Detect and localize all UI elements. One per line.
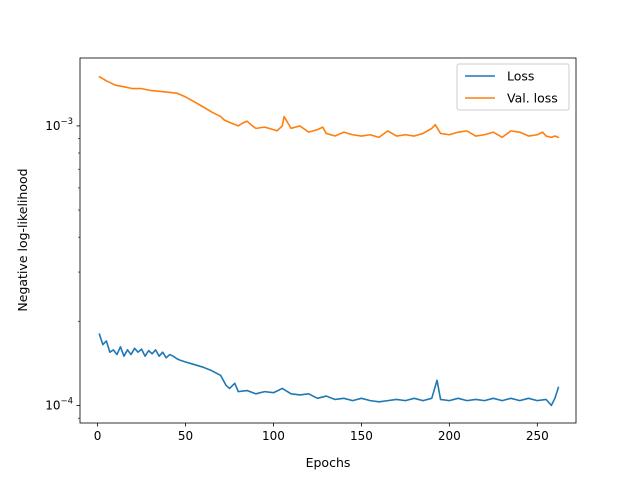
x-axis-label: Epochs (306, 455, 351, 470)
plot-frame (79, 57, 577, 424)
y-tick-label: 10−3 (45, 117, 73, 133)
legend-label-loss: Loss (507, 69, 534, 84)
series-line-loss (98, 333, 560, 407)
legend-label-val-loss: Val. loss (507, 91, 558, 106)
series-line-val-loss (98, 75, 560, 139)
x-tick-label: 200 (438, 429, 461, 443)
x-tick-label: 250 (526, 429, 549, 443)
x-tick-label: 150 (350, 429, 373, 443)
y-axis-label: Negative log-likelihood (15, 168, 30, 311)
legend: Loss Val. loss (456, 63, 570, 111)
plot-area (80, 58, 576, 423)
series-layer (98, 75, 560, 407)
y-tick-label: 10−4 (45, 396, 73, 412)
ticks-layer: 0 50 100 150 200 250 10−4 10−3 (45, 117, 549, 443)
x-tick-label: 0 (94, 429, 102, 443)
x-tick-label: 100 (262, 429, 285, 443)
x-tick-label: 50 (178, 429, 193, 443)
